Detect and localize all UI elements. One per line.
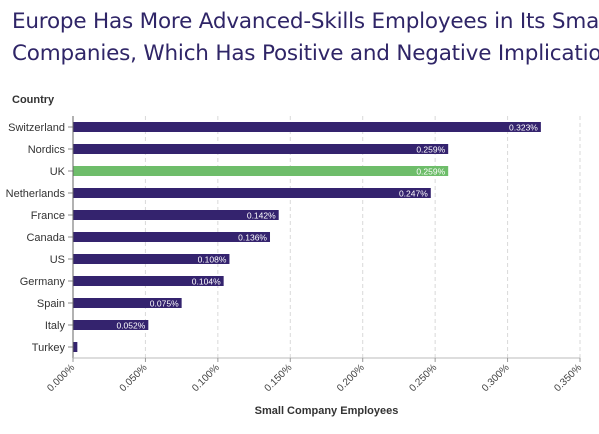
category-label: UK (50, 166, 66, 178)
bar (73, 254, 230, 264)
category-label: Netherlands (6, 188, 66, 200)
bar (73, 298, 182, 308)
bar (73, 188, 431, 198)
bar (73, 320, 149, 330)
category-label: Turkey (32, 342, 66, 354)
data-label: 0.108% (198, 255, 227, 265)
bar (73, 276, 224, 286)
data-label: 0.075% (150, 299, 179, 309)
chart-title-line-1: Europe Has More Advanced-Skills Employee… (12, 9, 599, 34)
data-label: 0.259% (416, 167, 445, 177)
x-tick-label: 0.150% (263, 362, 295, 394)
x-axis-label: Small Company Employees (255, 405, 399, 417)
bar (73, 122, 541, 132)
category-label: Switzerland (8, 122, 65, 134)
y-axis-label: Country (12, 94, 55, 106)
data-label: 0.247% (399, 189, 428, 199)
category-label: France (31, 210, 65, 222)
data-label: 0.142% (247, 211, 276, 221)
x-tick-label: 0.000% (45, 362, 77, 394)
category-label: Canada (26, 232, 65, 244)
category-label: US (50, 254, 65, 266)
data-label: 0.259% (416, 145, 445, 155)
x-tick-label: 0.200% (335, 362, 367, 394)
category-label: Spain (37, 298, 65, 310)
bar (73, 144, 449, 154)
data-label: 0.323% (509, 123, 538, 133)
chart-title-line-2: Companies, Which Has Positive and Negati… (12, 41, 599, 66)
category-label: Germany (20, 276, 66, 288)
x-tick-label: 0.350% (552, 362, 584, 394)
category-label: Nordics (28, 144, 66, 156)
bar (73, 342, 78, 352)
data-label: 0.104% (192, 277, 221, 287)
x-tick-label: 0.300% (480, 362, 512, 394)
x-tick-label: 0.050% (118, 362, 150, 394)
bar (73, 210, 279, 220)
category-label: Italy (45, 320, 66, 332)
data-label: 0.136% (238, 233, 267, 243)
data-label: 0.052% (116, 321, 145, 331)
x-tick-label: 0.250% (407, 362, 439, 394)
chart-title: Europe Has More Advanced-Skills Employee… (12, 6, 599, 70)
x-tick-label: 0.100% (190, 362, 222, 394)
bar (73, 166, 449, 176)
bar (73, 232, 271, 242)
